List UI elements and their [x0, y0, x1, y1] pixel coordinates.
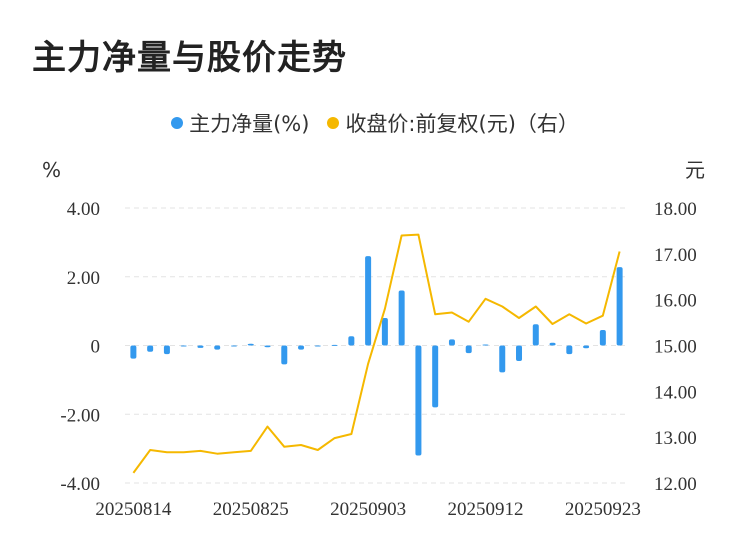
legend-label-net-volume: 主力净量(%): [189, 112, 310, 136]
right-tick-label: 14.00: [654, 382, 697, 403]
bar: [247, 343, 254, 346]
bar: [616, 267, 623, 346]
axis-ticks: 4.00 2.00 0 -2.00 -4.00 18.00 17.00 16.00 15.00 1…: [60, 199, 696, 520]
legend-dot-yellow-icon: [327, 117, 340, 129]
bar: [549, 342, 556, 346]
bar: [230, 345, 237, 347]
x-tick-label: 20250923: [565, 499, 641, 520]
bar: [465, 345, 472, 354]
bar-series: [130, 256, 623, 456]
right-axis-unit: 元: [685, 158, 705, 182]
bar: [566, 345, 573, 355]
bar: [348, 336, 355, 346]
x-tick-label: 20250903: [330, 499, 406, 520]
bar: [448, 339, 455, 346]
bar: [314, 345, 321, 347]
left-tick-label: 2.00: [67, 268, 100, 289]
right-tick-label: 17.00: [654, 245, 697, 266]
bar: [163, 345, 170, 355]
right-tick-label: 13.00: [654, 428, 697, 449]
bar: [583, 345, 590, 349]
bar: [532, 324, 539, 346]
bar: [599, 330, 606, 346]
right-tick-label: 15.00: [654, 337, 697, 358]
x-tick-label: 20250825: [213, 499, 289, 520]
bar: [482, 344, 489, 346]
bar: [432, 345, 439, 408]
bar: [264, 345, 271, 348]
left-tick-label: -4.00: [60, 474, 100, 495]
bar: [197, 345, 204, 348]
right-tick-label: 18.00: [654, 199, 697, 220]
bar: [365, 256, 372, 346]
bar: [516, 345, 523, 361]
bar: [415, 345, 422, 456]
chart-title: 主力净量与股价走势: [32, 38, 347, 78]
grid-lines: [125, 207, 628, 484]
right-tick-label: 16.00: [654, 291, 697, 312]
legend-item-net-volume[interactable]: 主力净量(%): [171, 108, 309, 138]
left-tick-label: 0: [91, 337, 101, 358]
line-series: [132, 233, 621, 474]
x-tick-label: 20250912: [447, 499, 523, 520]
bar: [180, 345, 187, 347]
bar: [298, 345, 305, 350]
legend: 主力净量(%) 收盘价:前复权(元)（右）: [0, 108, 750, 138]
legend-label-close-price: 收盘价:前复权(元)（右）: [345, 112, 579, 136]
bar: [147, 345, 154, 352]
bar: [281, 345, 288, 365]
legend-item-close-price[interactable]: 收盘价:前复权(元)（右）: [327, 108, 579, 138]
legend-dot-blue-icon: [171, 117, 184, 129]
left-axis-unit: %: [42, 158, 61, 182]
bar: [331, 344, 338, 346]
bar: [214, 345, 221, 350]
bar: [499, 345, 506, 373]
close-price-line: [132, 233, 621, 474]
left-tick-label: -2.00: [60, 405, 100, 426]
x-tick-label: 20250814: [95, 499, 172, 520]
bar: [381, 318, 388, 346]
left-tick-label: 4.00: [67, 199, 100, 220]
bar: [130, 345, 137, 359]
bar: [398, 290, 405, 346]
right-tick-label: 12.00: [654, 474, 697, 495]
